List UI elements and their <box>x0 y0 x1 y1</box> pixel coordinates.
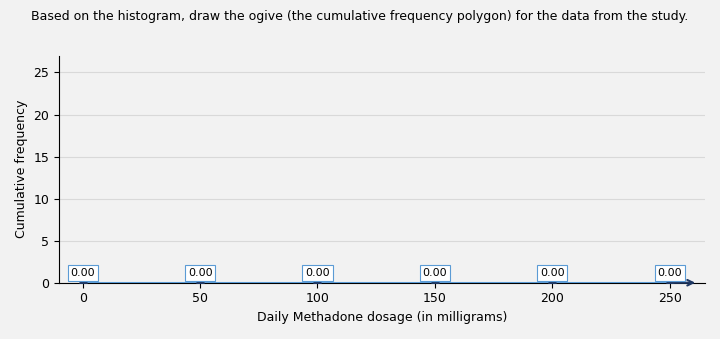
Text: 0.00: 0.00 <box>71 268 95 278</box>
Text: Based on the histogram, draw the ogive (the cumulative frequency polygon) for th: Based on the histogram, draw the ogive (… <box>32 10 688 23</box>
X-axis label: Daily Methadone dosage (in milligrams): Daily Methadone dosage (in milligrams) <box>257 311 508 324</box>
Text: 0.00: 0.00 <box>305 268 330 278</box>
Text: 0.00: 0.00 <box>188 268 212 278</box>
Text: 0.00: 0.00 <box>540 268 564 278</box>
Text: 0.00: 0.00 <box>423 268 447 278</box>
Text: 0.00: 0.00 <box>657 268 682 278</box>
Y-axis label: Cumulative frequency: Cumulative frequency <box>15 100 28 238</box>
